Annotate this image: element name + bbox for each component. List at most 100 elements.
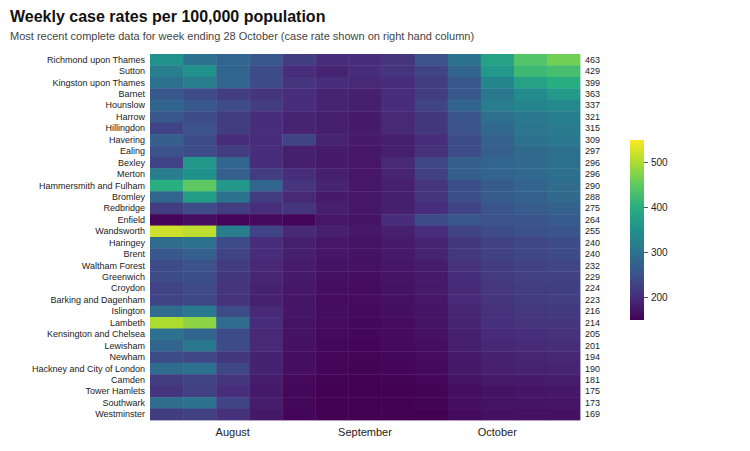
heatmap-cell bbox=[448, 111, 481, 123]
heatmap-cell bbox=[547, 294, 580, 306]
row-value: 205 bbox=[585, 329, 600, 339]
row-value: 399 bbox=[585, 78, 600, 88]
heatmap-cell bbox=[415, 306, 448, 318]
row-value: 315 bbox=[585, 123, 600, 133]
heatmap-cell bbox=[282, 180, 315, 192]
heatmap-cell bbox=[216, 65, 249, 77]
heatmap-cell bbox=[348, 111, 381, 123]
heatmap-cell bbox=[348, 88, 381, 100]
row-label: Ealing bbox=[120, 146, 145, 156]
column-label: October bbox=[478, 426, 517, 438]
heatmap-cell bbox=[315, 283, 348, 295]
row-label: Brent bbox=[123, 249, 145, 259]
heatmap-cell bbox=[415, 237, 448, 249]
heatmap-cell bbox=[448, 374, 481, 386]
heatmap-cell bbox=[415, 271, 448, 283]
heatmap-cell bbox=[547, 191, 580, 203]
heatmap-cell bbox=[315, 351, 348, 363]
heatmap-cell bbox=[150, 374, 183, 386]
heatmap-cell bbox=[183, 214, 216, 226]
heatmap-cell bbox=[150, 65, 183, 77]
heatmap-cell bbox=[547, 100, 580, 112]
heatmap-cell bbox=[348, 203, 381, 215]
heatmap-cell bbox=[514, 260, 547, 272]
row-value: 181 bbox=[585, 375, 600, 385]
heatmap-cell bbox=[448, 157, 481, 169]
heatmap-cell bbox=[481, 134, 514, 146]
row-value: 309 bbox=[585, 135, 600, 145]
heatmap-cell bbox=[348, 260, 381, 272]
row-value: 229 bbox=[585, 272, 600, 282]
row-value: 275 bbox=[585, 203, 600, 213]
colorbar-tick bbox=[644, 207, 648, 208]
heatmap-cell bbox=[315, 271, 348, 283]
heatmap-cell bbox=[183, 374, 216, 386]
heatmap-cell bbox=[448, 100, 481, 112]
heatmap-cell bbox=[547, 111, 580, 123]
row-label: Hammersmith and Fulham bbox=[39, 181, 145, 191]
heatmap-cell bbox=[348, 168, 381, 180]
row-value: 173 bbox=[585, 398, 600, 408]
heatmap-cell bbox=[481, 260, 514, 272]
heatmap-cell bbox=[415, 88, 448, 100]
heatmap-cell bbox=[315, 248, 348, 260]
heatmap-cell bbox=[216, 306, 249, 318]
heatmap-cell bbox=[514, 65, 547, 77]
heatmap-cell bbox=[382, 271, 415, 283]
heatmap-cell bbox=[481, 317, 514, 329]
heatmap-cell bbox=[481, 237, 514, 249]
heatmap-cell bbox=[382, 77, 415, 89]
heatmap-cell bbox=[282, 260, 315, 272]
heatmap-cell bbox=[315, 157, 348, 169]
heatmap-cell bbox=[249, 134, 282, 146]
heatmap-cell bbox=[514, 237, 547, 249]
heatmap-cell bbox=[315, 363, 348, 375]
heatmap-cell bbox=[348, 226, 381, 238]
heatmap-cell bbox=[249, 54, 282, 66]
heatmap-cell bbox=[547, 180, 580, 192]
heatmap-cell bbox=[183, 111, 216, 123]
heatmap-cell bbox=[448, 146, 481, 158]
heatmap-cell bbox=[348, 180, 381, 192]
row-value: 463 bbox=[585, 55, 600, 65]
heatmap-cell bbox=[249, 214, 282, 226]
heatmap-cell bbox=[249, 397, 282, 409]
chart: Weekly case rates per 100,000 population… bbox=[0, 0, 750, 451]
heatmap-cell bbox=[183, 146, 216, 158]
heatmap-cell bbox=[216, 180, 249, 192]
colorbar-tick-label: 500 bbox=[651, 157, 668, 168]
heatmap-cell bbox=[448, 351, 481, 363]
heatmap-cell bbox=[415, 180, 448, 192]
heatmap-cell bbox=[216, 294, 249, 306]
heatmap-cell bbox=[315, 386, 348, 398]
heatmap-cell bbox=[150, 237, 183, 249]
heatmap-cell bbox=[415, 294, 448, 306]
heatmap-cell bbox=[448, 340, 481, 352]
heatmap-cell bbox=[415, 374, 448, 386]
heatmap-cell bbox=[348, 363, 381, 375]
heatmap-cell bbox=[183, 248, 216, 260]
heatmap-cell bbox=[481, 88, 514, 100]
heatmap-cell bbox=[481, 214, 514, 226]
heatmap-cell bbox=[150, 54, 183, 66]
heatmap-cell bbox=[150, 271, 183, 283]
heatmap-cell bbox=[547, 271, 580, 283]
heatmap-cell bbox=[249, 306, 282, 318]
heatmap-cell bbox=[315, 340, 348, 352]
heatmap-cell bbox=[150, 294, 183, 306]
heatmap-cell bbox=[481, 329, 514, 341]
heatmap-cell bbox=[282, 54, 315, 66]
heatmap-cell bbox=[249, 374, 282, 386]
heatmap-cell bbox=[150, 111, 183, 123]
heatmap-cell bbox=[150, 146, 183, 158]
heatmap-cell bbox=[282, 306, 315, 318]
heatmap-cell bbox=[150, 397, 183, 409]
heatmap-cell bbox=[448, 363, 481, 375]
heatmap-cell bbox=[249, 191, 282, 203]
heatmap-cell bbox=[348, 191, 381, 203]
heatmap-cell bbox=[481, 203, 514, 215]
row-value: 429 bbox=[585, 66, 600, 76]
heatmap-cell bbox=[282, 351, 315, 363]
heatmap-cell bbox=[415, 226, 448, 238]
heatmap-cell bbox=[282, 77, 315, 89]
